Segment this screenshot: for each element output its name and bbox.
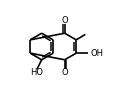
Text: O: O <box>61 68 68 77</box>
Text: O: O <box>61 16 68 25</box>
Text: OH: OH <box>90 49 103 58</box>
Text: HO: HO <box>30 68 43 77</box>
